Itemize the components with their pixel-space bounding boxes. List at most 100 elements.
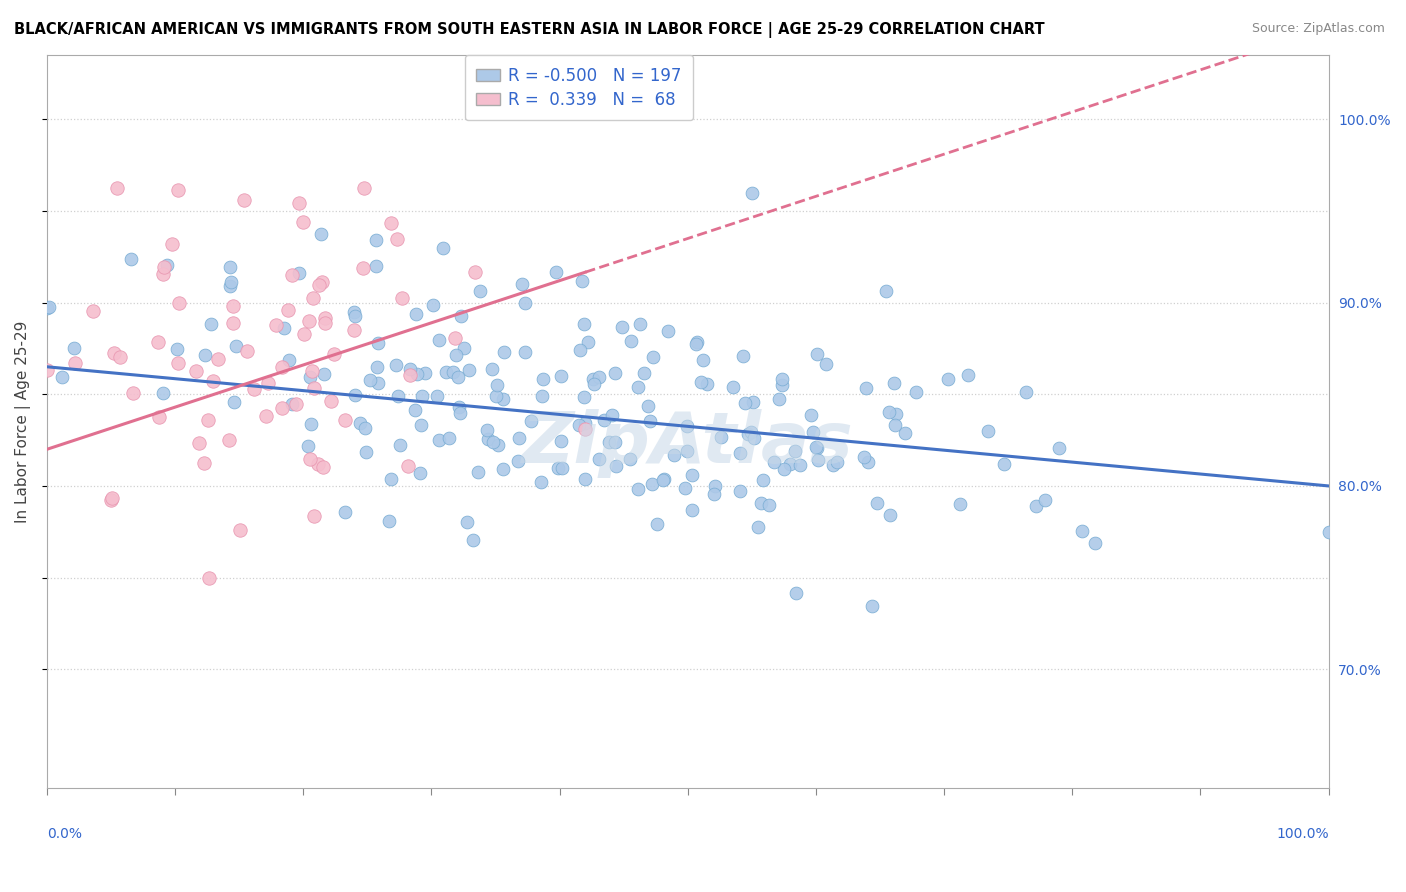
Point — [193, 456, 215, 470]
Point — [257, 376, 280, 390]
Point — [218, 278, 240, 293]
Point — [219, 276, 242, 290]
Point — [752, 473, 775, 487]
Point — [461, 533, 484, 548]
Point — [894, 426, 917, 441]
Point — [312, 368, 335, 382]
Point — [1084, 536, 1107, 550]
Point — [806, 347, 828, 361]
Point — [292, 326, 315, 341]
Point — [721, 380, 744, 394]
Point — [513, 344, 536, 359]
Point — [409, 467, 432, 481]
Point — [856, 455, 879, 469]
Point — [470, 284, 492, 298]
Point — [884, 407, 907, 421]
Point — [224, 395, 246, 409]
Point — [569, 343, 592, 357]
Point — [603, 435, 626, 450]
Point — [298, 451, 321, 466]
Point — [690, 376, 713, 390]
Point — [378, 514, 401, 528]
Point — [728, 446, 751, 460]
Point — [627, 483, 650, 497]
Point — [304, 381, 326, 395]
Point — [323, 347, 346, 361]
Point — [510, 277, 533, 291]
Point — [645, 517, 668, 532]
Point — [686, 334, 709, 349]
Point — [422, 298, 444, 312]
Point — [404, 402, 426, 417]
Point — [467, 465, 489, 479]
Point — [1015, 384, 1038, 399]
Point — [197, 413, 219, 427]
Point — [456, 515, 478, 529]
Point — [571, 274, 593, 288]
Point — [676, 444, 699, 458]
Point — [225, 339, 247, 353]
Point — [302, 291, 325, 305]
Point — [364, 259, 387, 273]
Point — [741, 394, 763, 409]
Point — [692, 352, 714, 367]
Point — [703, 486, 725, 500]
Point — [492, 345, 515, 359]
Point — [685, 336, 707, 351]
Point — [359, 373, 381, 387]
Point — [427, 433, 450, 447]
Point — [298, 314, 321, 328]
Point — [35, 363, 58, 377]
Point — [486, 378, 509, 392]
Point — [434, 365, 457, 379]
Point — [167, 356, 190, 370]
Point — [312, 460, 335, 475]
Point — [396, 459, 419, 474]
Point — [449, 400, 471, 414]
Point — [938, 372, 960, 386]
Text: 100.0%: 100.0% — [1277, 827, 1329, 841]
Point — [411, 389, 433, 403]
Point — [411, 417, 433, 432]
Point — [447, 370, 470, 384]
Point — [1049, 441, 1071, 455]
Legend: R = -0.500   N = 197, R =  0.339   N =  68: R = -0.500 N = 197, R = 0.339 N = 68 — [464, 55, 693, 120]
Point — [821, 458, 844, 472]
Point — [264, 318, 287, 332]
Point — [747, 519, 769, 533]
Point — [807, 452, 830, 467]
Point — [710, 430, 733, 444]
Point — [432, 241, 454, 255]
Point — [550, 369, 572, 384]
Point — [742, 431, 765, 445]
Point — [301, 364, 323, 378]
Point — [481, 362, 503, 376]
Point — [439, 432, 461, 446]
Point — [302, 509, 325, 524]
Point — [633, 367, 655, 381]
Point — [533, 372, 555, 386]
Point — [740, 425, 762, 439]
Point — [600, 409, 623, 423]
Point — [957, 368, 980, 383]
Point — [544, 265, 567, 279]
Point — [860, 599, 883, 614]
Point — [222, 299, 245, 313]
Point — [367, 376, 389, 390]
Point — [531, 389, 554, 403]
Point — [354, 421, 377, 435]
Point — [884, 417, 907, 432]
Point — [233, 194, 256, 208]
Point — [221, 316, 243, 330]
Point — [405, 308, 427, 322]
Point — [477, 432, 499, 446]
Point — [551, 461, 574, 475]
Point — [100, 491, 122, 505]
Point — [475, 423, 498, 437]
Point — [349, 416, 371, 430]
Point — [877, 405, 900, 419]
Point — [598, 434, 620, 449]
Point — [603, 366, 626, 380]
Point — [311, 275, 333, 289]
Text: 0.0%: 0.0% — [46, 827, 82, 841]
